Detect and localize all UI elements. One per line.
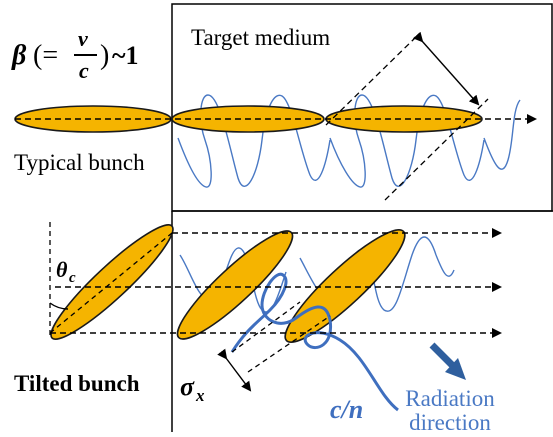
typical-wave-2 xyxy=(329,94,485,188)
beta-c: c xyxy=(79,58,89,83)
sigma-arrow xyxy=(217,348,252,392)
tilted-bunch-label: Tilted bunch xyxy=(14,371,140,396)
theta-label: θ c xyxy=(56,257,76,286)
typical-wave-3 xyxy=(483,99,521,170)
beta-equation: β (= v c ) ~1 xyxy=(11,26,139,83)
tilted-bunches xyxy=(50,224,406,343)
tilted-bunch-3 xyxy=(284,229,406,343)
sigma-sub: x xyxy=(195,386,205,405)
target-medium-label: Target medium xyxy=(191,25,330,50)
radiation-arrow-icon xyxy=(429,342,466,380)
radiation-label-line2: direction xyxy=(409,410,491,432)
beta-eq-open: (= xyxy=(33,40,58,71)
tilted-bunch-2 xyxy=(176,230,294,340)
wavefront-upper xyxy=(325,36,417,126)
c-over-n-label: c/n xyxy=(330,395,363,424)
tilted-axes xyxy=(50,228,502,338)
theta-symbol: θ xyxy=(56,257,68,282)
sigma-marker-lower xyxy=(247,315,331,373)
beta-tilde-one: ~1 xyxy=(112,41,139,70)
theta-arc xyxy=(49,302,69,310)
beta-v: v xyxy=(78,26,88,51)
beta-symbol: β xyxy=(11,40,27,71)
tilted-wave-thin-3 xyxy=(435,254,455,277)
typical-bunch-label: Typical bunch xyxy=(14,150,145,175)
typical-wavefronts xyxy=(325,36,489,201)
sigma-symbol: σ xyxy=(180,372,195,401)
tilted-wave-bold xyxy=(230,272,399,412)
sigma-label: σ x xyxy=(180,372,205,405)
typical-bunches xyxy=(14,105,483,133)
beta-close: ) xyxy=(100,40,109,71)
tilted-bunch-1 xyxy=(50,224,174,340)
typical-wave-1 xyxy=(177,94,331,188)
wavefront-spacing-arrow xyxy=(412,31,480,106)
panel-frames xyxy=(171,3,553,432)
sigma-markers xyxy=(231,301,331,373)
theta-sub: c xyxy=(69,270,76,286)
typical-waves xyxy=(177,94,521,188)
radiation-label-line1: Radiation xyxy=(405,386,495,411)
wavefront-lower xyxy=(384,98,489,201)
